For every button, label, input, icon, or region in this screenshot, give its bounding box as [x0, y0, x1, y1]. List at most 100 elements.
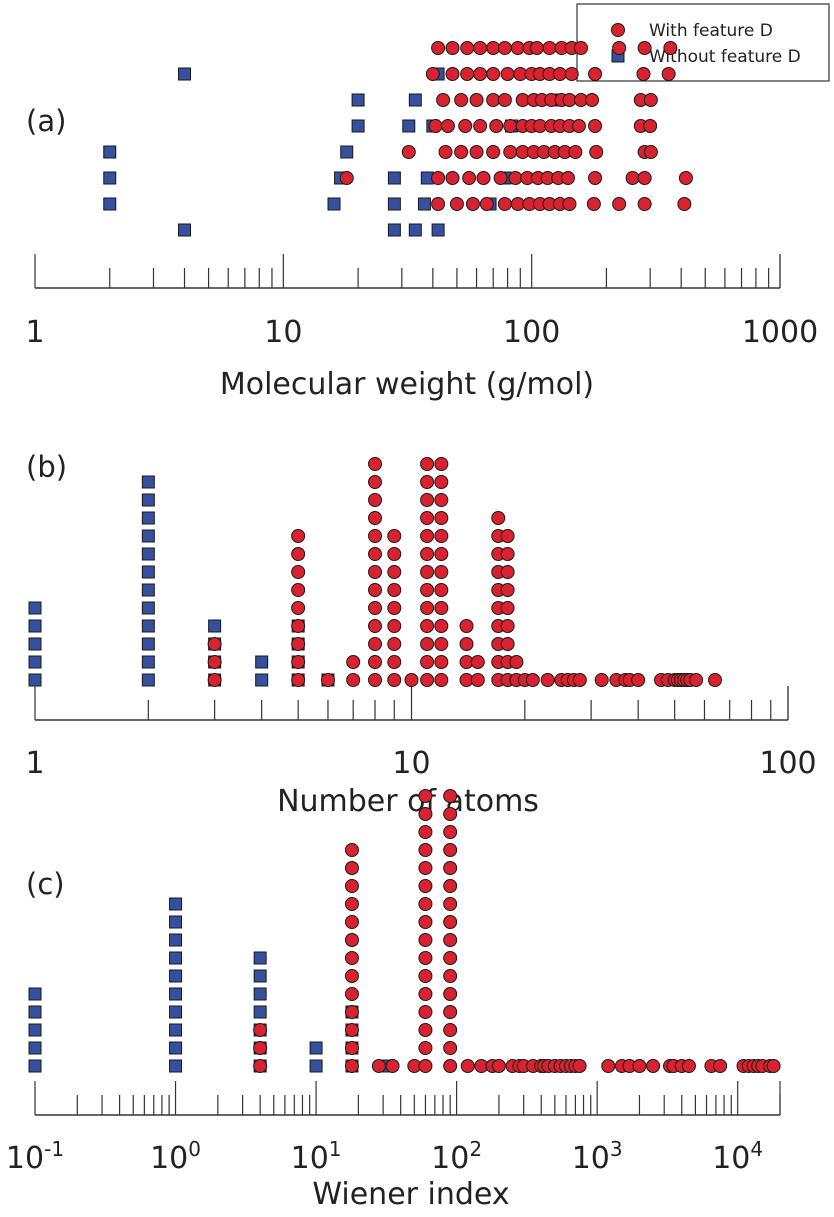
data-point-with-feature-d [434, 493, 449, 507]
data-point-with-feature-d [420, 493, 435, 507]
data-point-with-feature-d [445, 67, 460, 81]
data-point-with-feature-d [253, 1023, 268, 1037]
data-point-with-feature-d [344, 915, 359, 929]
plot-area-b: 1 10 100 [25, 457, 817, 781]
data-point-with-feature-d [503, 119, 518, 133]
data-point-with-feature-d [443, 1023, 458, 1037]
data-point-without-feature-d [141, 619, 155, 633]
x-tick-label: 1 [25, 315, 44, 350]
data-point-with-feature-d [339, 171, 354, 185]
data-point-with-feature-d [443, 987, 458, 1001]
data-point-with-feature-d [344, 1041, 359, 1055]
data-point-with-feature-d [470, 673, 485, 687]
data-point-with-feature-d [291, 529, 306, 543]
data-point-without-feature-d [408, 223, 422, 237]
data-point-with-feature-d [631, 673, 646, 687]
data-point-without-feature-d [141, 601, 155, 615]
data-point-with-feature-d [387, 547, 402, 561]
data-point-with-feature-d [643, 119, 658, 133]
data-point-with-feature-d [510, 197, 525, 211]
data-point-with-feature-d [420, 475, 435, 489]
data-point-with-feature-d [689, 673, 704, 687]
data-point-without-feature-d [208, 619, 222, 633]
data-point-with-feature-d [443, 969, 458, 983]
x-tick-label: 10-1 [6, 1137, 64, 1176]
data-point-with-feature-d [418, 933, 433, 947]
data-point-without-feature-d [402, 119, 416, 133]
data-point-with-feature-d [420, 565, 435, 579]
data-point-with-feature-d [344, 843, 359, 857]
data-point-without-feature-d [28, 1041, 42, 1055]
data-point-with-feature-d [573, 41, 588, 55]
data-point-with-feature-d [572, 673, 587, 687]
data-point-with-feature-d [497, 93, 512, 107]
data-point-with-feature-d [681, 1059, 696, 1073]
data-point-with-feature-d [291, 601, 306, 615]
data-point-with-feature-d [459, 619, 474, 633]
data-point-with-feature-d [646, 1059, 661, 1073]
data-point-with-feature-d [460, 41, 475, 55]
data-point-with-feature-d [434, 619, 449, 633]
data-point-with-feature-d [418, 951, 433, 965]
data-point-with-feature-d [401, 145, 416, 159]
data-point-with-feature-d [418, 897, 433, 911]
data-point-with-feature-d [476, 171, 491, 185]
x-axis-title-c: Wiener index [312, 1177, 509, 1212]
data-point-with-feature-d [525, 673, 540, 687]
data-point-with-feature-d [469, 145, 484, 159]
data-point-with-feature-d [637, 197, 652, 211]
data-point-without-feature-d [309, 1059, 323, 1073]
data-point-with-feature-d [344, 987, 359, 1001]
x-tick-label: 10 [392, 746, 430, 781]
data-point-with-feature-d [443, 933, 458, 947]
data-point-with-feature-d [465, 197, 480, 211]
data-point-with-feature-d [418, 1023, 433, 1037]
x-tick-label: 101 [291, 1137, 342, 1176]
x-tick-label: 103 [572, 1137, 623, 1176]
data-point-without-feature-d [327, 197, 341, 211]
data-point-with-feature-d [368, 475, 383, 489]
data-point-with-feature-d [387, 529, 402, 543]
data-point-with-feature-d [420, 511, 435, 525]
data-point-with-feature-d [438, 145, 453, 159]
data-point-with-feature-d [443, 879, 458, 893]
data-point-without-feature-d [28, 637, 42, 651]
data-point-with-feature-d [387, 583, 402, 597]
data-point-with-feature-d [434, 583, 449, 597]
data-point-with-feature-d [344, 933, 359, 947]
data-point-without-feature-d [141, 493, 155, 507]
data-point-without-feature-d [141, 673, 155, 687]
data-point-with-feature-d [443, 843, 458, 857]
data-point-with-feature-d [470, 655, 485, 669]
data-point-with-feature-d [462, 171, 477, 185]
data-point-with-feature-d [486, 41, 501, 55]
data-point-with-feature-d [588, 119, 603, 133]
panel-b: (b) 1 10 100 Number of atoms [25, 450, 816, 819]
data-point-with-feature-d [431, 171, 446, 185]
data-point-with-feature-d [469, 93, 484, 107]
data-point-with-feature-d [387, 673, 402, 687]
data-point-with-feature-d [500, 583, 515, 597]
data-point-with-feature-d [443, 897, 458, 911]
legend-label-with-feature-d: With feature D [649, 21, 773, 41]
data-point-with-feature-d [418, 879, 433, 893]
x-tick-label: 10 [264, 315, 302, 350]
data-point-with-feature-d [708, 673, 723, 687]
data-point-with-feature-d [443, 825, 458, 839]
data-point-without-feature-d [169, 915, 183, 929]
data-point-with-feature-d [368, 547, 383, 561]
data-point-with-feature-d [418, 1005, 433, 1019]
data-point-with-feature-d [643, 145, 658, 159]
data-point-with-feature-d [420, 655, 435, 669]
data-point-with-feature-d [491, 511, 506, 525]
data-point-with-feature-d [368, 457, 383, 471]
data-point-with-feature-d [571, 119, 586, 133]
data-point-without-feature-d [28, 619, 42, 633]
data-point-without-feature-d [169, 969, 183, 983]
data-point-with-feature-d [440, 119, 455, 133]
data-point-with-feature-d [418, 843, 433, 857]
data-point-with-feature-d [449, 197, 464, 211]
data-point-without-feature-d [169, 1059, 183, 1073]
data-point-with-feature-d [713, 1059, 728, 1073]
data-point-with-feature-d [344, 969, 359, 983]
